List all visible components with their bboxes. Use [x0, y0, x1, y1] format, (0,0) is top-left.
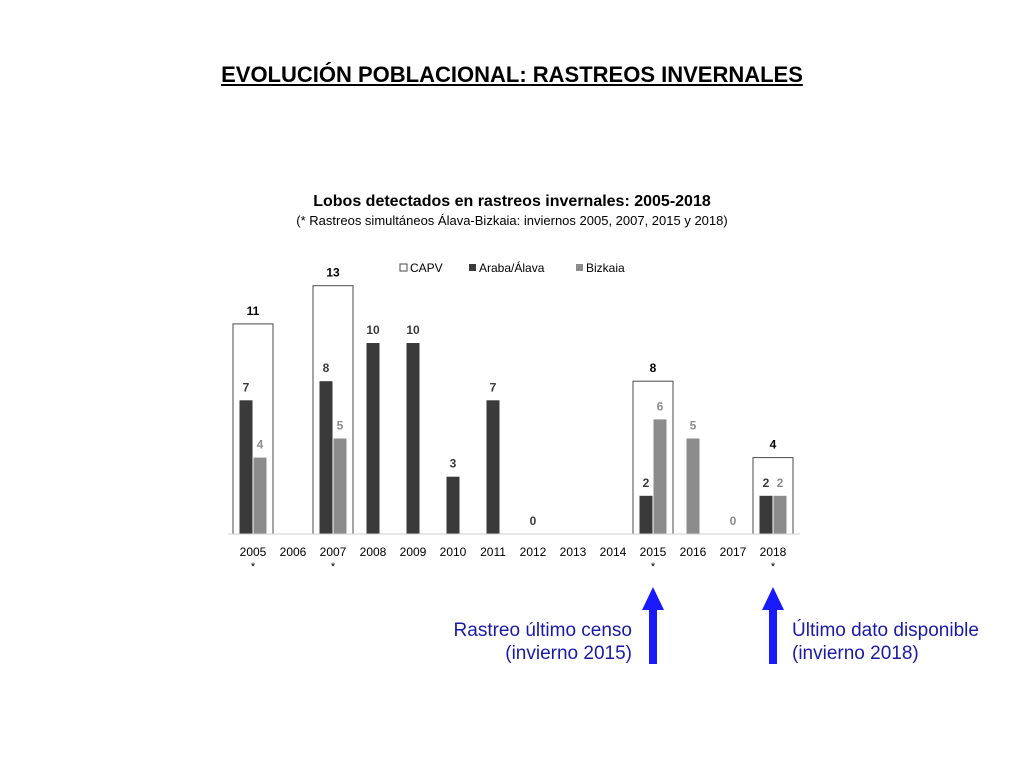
annotation-last-data-line1: Último dato disponible	[792, 620, 979, 641]
x-tick-labels: 2005 * 2006 2007 * 2008 2009 2010 2011 2012 2013 20…	[240, 545, 787, 573]
x-tick-mark-2018: *	[771, 561, 776, 573]
x-tick-label-2018: 2018	[760, 545, 787, 559]
bars-layer	[232, 285, 794, 535]
label-araba-2005: 7	[243, 380, 250, 394]
x-tick-mark-2007: *	[331, 561, 336, 573]
bar-bizkaia-2007	[333, 438, 347, 534]
label-capv-2018: 4	[770, 438, 777, 452]
legend-label-capv: CAPV	[410, 261, 443, 275]
legend-swatch-araba-alava	[469, 264, 476, 271]
legend-swatch-capv	[399, 263, 408, 272]
bar-bizkaia-2005	[253, 457, 267, 534]
bar-araba-2010	[446, 476, 460, 534]
x-tick-label-2017: 2017	[720, 545, 747, 559]
annotation-last-census-line2: (invierno 2015)	[505, 643, 632, 664]
label-araba-2012: 0	[530, 514, 537, 528]
annotation-arrows	[642, 587, 784, 664]
bar-capv-2015	[632, 380, 674, 535]
bar-araba-2005	[239, 400, 253, 534]
x-tick-mark-2005: *	[251, 561, 256, 573]
label-araba-2007: 8	[323, 361, 330, 375]
x-tick-label-2009: 2009	[400, 545, 427, 559]
legend-label-araba-alava: Araba/Álava	[479, 260, 545, 275]
label-bizkaia-2017: 0	[730, 514, 737, 528]
x-tick-label-2014: 2014	[600, 545, 627, 559]
annotation-last-data: Último dato disponible (invierno 2018)	[792, 619, 979, 665]
label-bizkaia-2005: 4	[257, 438, 264, 452]
legend-label-bizkaia: Bizkaia	[586, 261, 625, 275]
bar-araba-2018	[759, 495, 773, 534]
label-bizkaia-2018: 2	[777, 476, 784, 490]
x-tick-label-2008: 2008	[360, 545, 387, 559]
x-tick-label-2012: 2012	[520, 545, 547, 559]
arrow-head-left	[642, 587, 664, 610]
bar-araba-2007	[319, 381, 333, 534]
x-tick-label-2007: 2007	[320, 545, 347, 559]
annotation-last-data-line2: (invierno 2018)	[792, 643, 919, 664]
label-bizkaia-2016: 5	[690, 419, 697, 433]
bar-capv-2005	[232, 323, 274, 535]
x-tick-label-2013: 2013	[560, 545, 587, 559]
arrow-shaft-left	[649, 605, 657, 664]
label-bizkaia-2007: 5	[337, 419, 344, 433]
label-araba-2011: 7	[490, 380, 497, 394]
label-araba-2018: 2	[763, 476, 770, 490]
label-araba-2009: 10	[406, 323, 420, 337]
bar-capv-2018	[752, 457, 794, 535]
chart-subtitle: (* Rastreos simultáneos Álava-Bizkaia: i…	[296, 213, 727, 228]
annotation-last-census-line1: Rastreo último censo	[453, 620, 632, 641]
label-capv-2007: 13	[326, 266, 340, 280]
bar-capv-2007	[312, 285, 354, 535]
chart-legend: CAPV Araba/Álava Bizkaia	[399, 260, 625, 275]
chart-title: Lobos detectados en rastreos invernales:…	[313, 193, 711, 210]
label-araba-2008: 10	[366, 323, 380, 337]
x-tick-label-2005: 2005	[240, 545, 267, 559]
x-tick-label-2016: 2016	[680, 545, 707, 559]
x-tick-mark-2015: *	[651, 561, 656, 573]
label-bizkaia-2015: 6	[657, 399, 664, 413]
x-tick-label-2010: 2010	[440, 545, 467, 559]
bar-araba-2008	[366, 343, 380, 534]
label-capv-2005: 11	[247, 304, 260, 318]
arrow-head-right	[762, 587, 784, 610]
label-capv-2015: 8	[650, 361, 657, 375]
bar-araba-2009	[406, 343, 420, 534]
label-araba-2015: 2	[643, 476, 650, 490]
bar-araba-2015	[639, 495, 653, 534]
page-title: EVOLUCIÓN POBLACIONAL: RASTREOS INVERNAL…	[221, 62, 803, 87]
bar-bizkaia-2016	[686, 438, 700, 534]
bar-bizkaia-2015	[653, 419, 667, 534]
x-tick-label-2011: 2011	[480, 545, 506, 559]
x-tick-label-2006: 2006	[280, 545, 307, 559]
x-tick-label-2015: 2015	[640, 545, 667, 559]
legend-swatch-bizkaia	[576, 264, 583, 271]
annotation-last-census: Rastreo último censo (invierno 2015)	[454, 619, 632, 665]
bar-araba-2011	[486, 400, 500, 534]
bar-bizkaia-2018	[773, 495, 787, 534]
label-araba-2010: 3	[450, 457, 457, 471]
arrow-shaft-right	[769, 605, 777, 664]
